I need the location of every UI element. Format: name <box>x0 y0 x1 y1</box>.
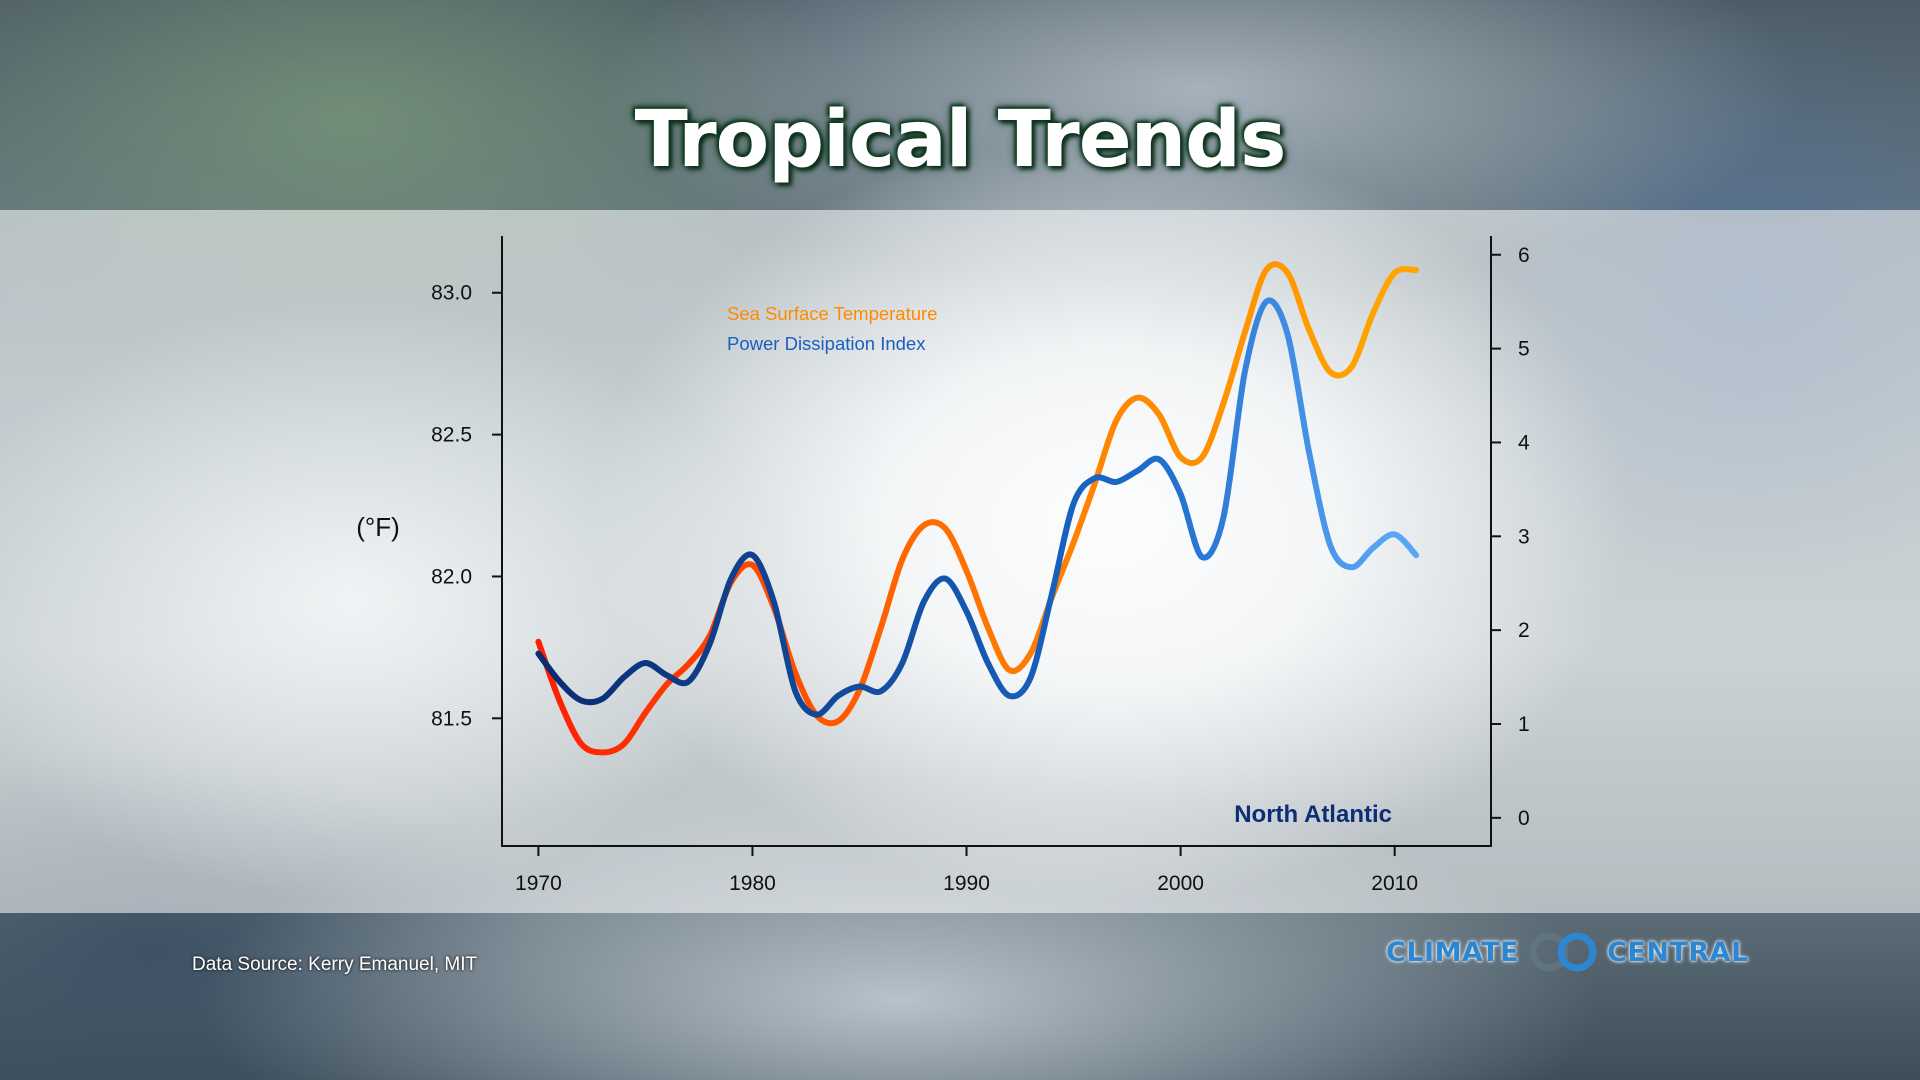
left-y-tick-label: 82.5 <box>431 424 472 447</box>
legend-label-sst: Sea Surface Temperature <box>727 303 937 324</box>
x-tick-label: 1990 <box>943 872 990 895</box>
page-title: Tropical Trends <box>634 95 1287 185</box>
series-line-sea-surface-temperature <box>535 261 1420 756</box>
legend: Sea Surface Temperature Power Dissipatio… <box>598 303 937 354</box>
x-tick-label: 2010 <box>1371 872 1418 895</box>
x-tick-label: 2000 <box>1157 872 1204 895</box>
left-y-tick-label: 81.5 <box>431 707 472 730</box>
right-y-tick-label: 5 <box>1518 338 1530 361</box>
right-y-ticks: 0 1 2 3 4 5 6 <box>1491 244 1530 830</box>
left-y-tick-label: 83.0 <box>431 282 472 305</box>
logo-text-left: CLIMATE <box>1386 936 1520 968</box>
right-y-tick-label: 4 <box>1518 431 1530 454</box>
data-source-note: Data Source: Kerry Emanuel, MIT <box>192 954 478 975</box>
climate-central-logo: CLIMATE CENTRAL <box>1386 932 1749 972</box>
left-y-tick-label: 82.0 <box>431 565 472 588</box>
left-y-ticks: 81.5 82.0 82.5 83.0 <box>431 282 502 730</box>
region-label: North Atlantic <box>1234 801 1392 828</box>
right-y-tick-label: 6 <box>1518 244 1530 267</box>
logo-text-right: CENTRAL <box>1607 936 1749 968</box>
x-ticks: 1970 1980 1990 2000 2010 <box>515 846 1418 895</box>
x-tick-label: 1980 <box>729 872 776 895</box>
x-tick-label: 1970 <box>515 872 562 895</box>
right-y-tick-label: 1 <box>1518 713 1530 736</box>
left-y-axis-label: (°F) <box>356 512 400 542</box>
logo-rings-icon <box>1529 932 1597 972</box>
right-y-tick-label: 2 <box>1518 619 1530 642</box>
right-y-tick-label: 3 <box>1518 525 1530 548</box>
series-line-power-dissipation-index <box>535 297 1420 718</box>
right-y-tick-label: 0 <box>1518 807 1530 830</box>
legend-label-pdi: Power Dissipation Index <box>727 333 926 354</box>
